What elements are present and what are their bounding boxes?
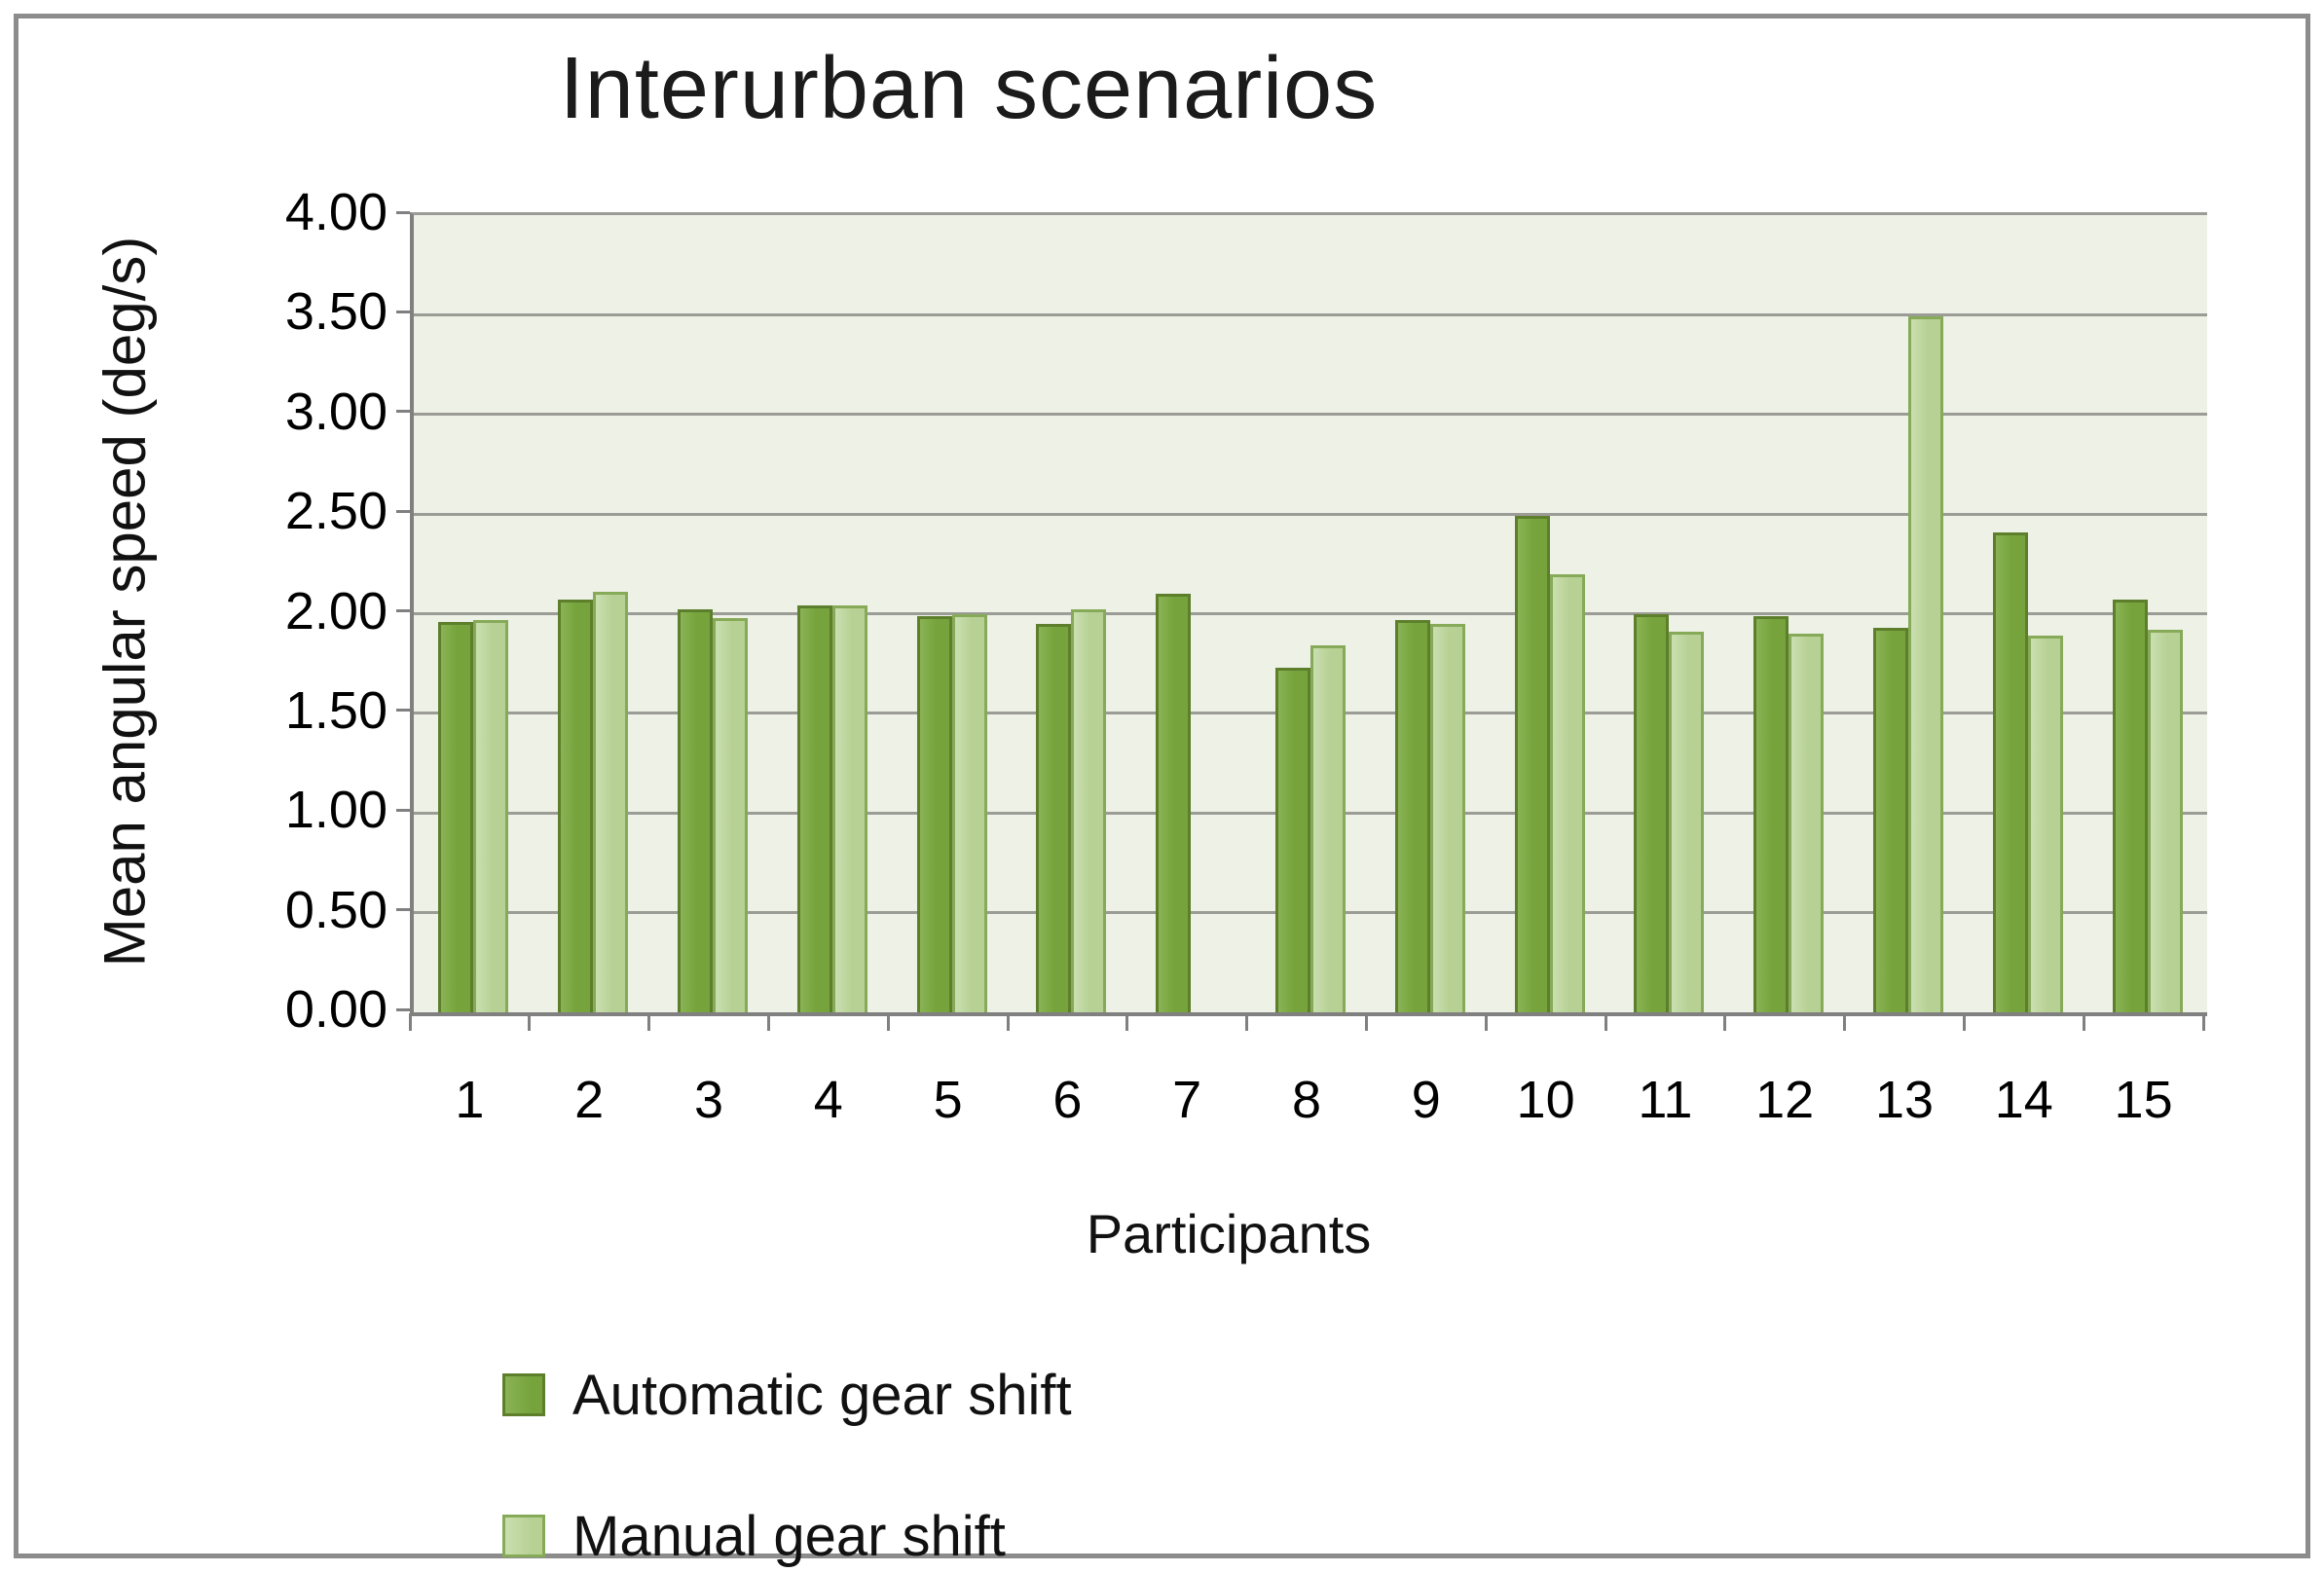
x-axis-tick — [1604, 1013, 1607, 1031]
y-axis-tick — [396, 310, 410, 313]
bar-automatic-p7 — [1156, 594, 1192, 1012]
x-axis-tick — [2201, 1013, 2205, 1031]
x-tick-label-8: 8 — [1291, 1071, 1322, 1129]
x-tick-label-15: 15 — [2114, 1071, 2173, 1129]
bar-automatic-p5 — [916, 615, 952, 1012]
y-tick-label: 4.00 — [284, 183, 387, 241]
x-axis-title: Participants — [1086, 1203, 1372, 1264]
legend-swatch-automatic — [502, 1373, 545, 1416]
bar-automatic-p10 — [1514, 516, 1550, 1012]
y-tick-label: 2.00 — [284, 581, 387, 640]
x-tick-label-13: 13 — [1874, 1071, 1935, 1129]
x-tick-label-4: 4 — [813, 1071, 843, 1129]
y-axis-tick — [396, 808, 410, 812]
y-tick-label: 1.00 — [284, 781, 387, 840]
x-tick-label-10: 10 — [1516, 1071, 1575, 1129]
x-tick-label-12: 12 — [1755, 1071, 1815, 1129]
bar-manual-p8 — [1310, 645, 1346, 1012]
bar-automatic-p9 — [1394, 619, 1430, 1012]
bar-manual-p15 — [2147, 629, 2183, 1012]
bar-manual-p1 — [473, 619, 509, 1012]
bar-automatic-p2 — [558, 600, 594, 1012]
bar-manual-p10 — [1549, 573, 1585, 1012]
legend-item-automatic: Automatic gear shift — [502, 1361, 1072, 1429]
x-tick-label-1: 1 — [455, 1071, 485, 1129]
x-tick-label-2: 2 — [574, 1071, 605, 1129]
bar-automatic-p14 — [1992, 531, 2028, 1012]
x-axis-tick — [1006, 1013, 1010, 1031]
bar-automatic-p3 — [678, 609, 713, 1012]
bar-manual-p9 — [1429, 623, 1465, 1012]
bar-automatic-p6 — [1036, 623, 1072, 1012]
x-tick-label-9: 9 — [1411, 1071, 1441, 1129]
x-axis-tick — [886, 1013, 890, 1031]
bar-manual-p3 — [713, 617, 748, 1012]
y-axis-tick — [396, 908, 410, 912]
bar-automatic-p11 — [1634, 613, 1670, 1012]
legend-label-manual: Manual gear shift — [572, 1504, 1006, 1568]
x-axis-tick — [408, 1013, 412, 1031]
bar-manual-p11 — [1669, 631, 1705, 1012]
bar-manual-p13 — [1908, 316, 1943, 1012]
bar-automatic-p8 — [1275, 667, 1310, 1012]
y-tick-label: 3.50 — [284, 282, 387, 342]
x-axis-tick — [1962, 1013, 1966, 1031]
gridline — [414, 512, 2207, 516]
bar-manual-p14 — [2027, 636, 2063, 1012]
x-tick-label-14: 14 — [1994, 1071, 2053, 1129]
x-axis-tick — [528, 1013, 532, 1031]
bar-manual-p6 — [1071, 609, 1107, 1012]
y-axis-tick — [396, 410, 410, 414]
x-tick-label-11: 11 — [1638, 1071, 1693, 1129]
legend-label-automatic: Automatic gear shift — [572, 1363, 1072, 1427]
y-tick-label: 2.50 — [284, 482, 387, 541]
bar-automatic-p15 — [2112, 600, 2148, 1012]
legend: Automatic gear shift Manual gear shift — [502, 1361, 1072, 1572]
y-axis-tick — [396, 210, 410, 214]
gridline — [414, 413, 2207, 417]
x-axis-tick — [1723, 1013, 1727, 1031]
bar-automatic-p13 — [1873, 627, 1908, 1012]
x-tick-label-3: 3 — [693, 1071, 724, 1129]
x-axis-tick — [1125, 1013, 1129, 1031]
x-tick-label-7: 7 — [1172, 1071, 1202, 1129]
x-axis-tick — [766, 1013, 770, 1031]
y-axis-tick — [396, 1007, 410, 1011]
x-axis-tick — [1364, 1013, 1368, 1031]
bar-automatic-p12 — [1753, 615, 1789, 1012]
x-axis-tick — [1245, 1013, 1249, 1031]
bar-automatic-p4 — [796, 605, 832, 1012]
bar-manual-p5 — [951, 613, 987, 1012]
y-axis-tick — [396, 509, 410, 513]
y-tick-label: 0.50 — [284, 880, 387, 939]
y-axis-tick — [396, 709, 410, 713]
bar-manual-p2 — [593, 591, 629, 1012]
y-tick-label: 3.00 — [284, 382, 387, 441]
x-axis-tick — [1843, 1013, 1847, 1031]
bar-automatic-p1 — [438, 621, 474, 1012]
bar-manual-p4 — [831, 605, 867, 1012]
plot-area — [410, 212, 2207, 1016]
legend-swatch-manual — [502, 1515, 545, 1557]
x-tick-label-5: 5 — [933, 1071, 963, 1129]
gridline — [414, 312, 2207, 316]
x-tick-label-6: 6 — [1052, 1071, 1083, 1129]
legend-item-manual: Manual gear shift — [502, 1502, 1072, 1570]
gridline — [414, 612, 2207, 615]
x-axis-tick — [1484, 1013, 1488, 1031]
bar-manual-p12 — [1789, 633, 1825, 1012]
y-axis-title: Mean angular speed (deg/s) — [92, 236, 158, 968]
y-tick-label: 0.00 — [284, 980, 387, 1039]
y-axis-tick — [396, 609, 410, 612]
chart-title: Interurban scenarios — [559, 40, 1379, 137]
x-axis-tick — [647, 1013, 651, 1031]
x-axis-tick — [2082, 1013, 2085, 1031]
y-tick-label: 1.50 — [284, 680, 387, 740]
